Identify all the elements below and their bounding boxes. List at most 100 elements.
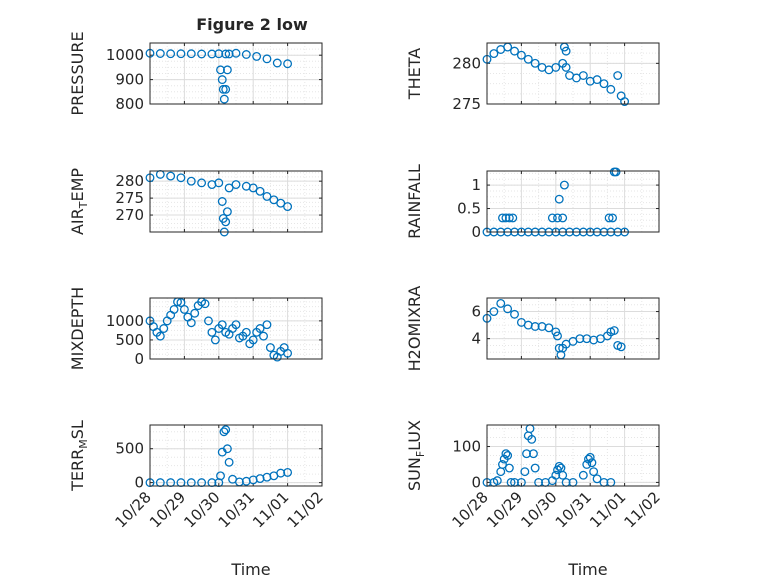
y-tick-label: 4: [471, 330, 481, 348]
data-point: [528, 449, 538, 459]
data-point: [204, 316, 213, 326]
data-point: [221, 425, 231, 435]
axes-frame: [149, 424, 323, 487]
data-point: [589, 467, 599, 477]
y-tick-label: 0: [471, 223, 481, 241]
data-point: [561, 46, 571, 56]
data-point: [259, 331, 268, 341]
data-point: [575, 334, 585, 344]
data-point: [155, 49, 165, 58]
data-point: [561, 62, 571, 72]
data-point: [516, 50, 526, 60]
data-point: [501, 449, 511, 459]
data-point: [558, 470, 568, 480]
data-point: [592, 75, 602, 85]
y-tick-label: 275: [452, 95, 481, 113]
data-point: [262, 191, 272, 201]
axes-frame: [486, 170, 660, 233]
data-point: [283, 59, 293, 69]
data-point: [217, 197, 227, 206]
data-point: [551, 470, 561, 480]
data-point: [224, 183, 234, 193]
data-point: [214, 49, 224, 59]
data-point: [176, 49, 186, 59]
subplot-6: 4 6 H2OMIXRA: [405, 286, 660, 372]
axes-frame: [486, 42, 660, 105]
y-axis-label: MIXDEPTH: [68, 287, 87, 370]
data-point: [527, 434, 537, 444]
data-point: [169, 304, 179, 314]
data-point: [214, 178, 224, 188]
data-point: [606, 84, 616, 94]
data-point: [248, 335, 258, 345]
data-point: [197, 49, 207, 59]
data-point: [155, 331, 165, 341]
data-point: [559, 180, 569, 190]
data-point: [219, 427, 229, 437]
data-point: [241, 50, 251, 59]
data-point: [609, 326, 619, 335]
data-point: [558, 213, 568, 223]
data-point: [222, 65, 232, 75]
axes-frame: [486, 424, 660, 487]
data-point: [616, 342, 626, 352]
data-point: [551, 327, 561, 337]
figure-title: Figure 2 low: [196, 15, 308, 34]
data-point: [197, 178, 207, 188]
data-point: [252, 51, 262, 61]
data-point: [231, 320, 241, 330]
data-point: [620, 97, 630, 107]
y-axis-label: H2OMIXRA: [405, 286, 424, 372]
axes-frame: [149, 170, 323, 233]
data-point: [231, 180, 241, 190]
data-point: [218, 84, 228, 94]
data-point: [592, 474, 602, 484]
data-point: [604, 213, 614, 223]
data-point: [219, 94, 229, 104]
data-point: [221, 217, 231, 227]
data-point: [200, 299, 210, 309]
data-point: [216, 471, 225, 481]
y-axis-label: THETA: [405, 48, 424, 100]
data-point: [498, 213, 507, 223]
data-point: [551, 62, 561, 72]
data-point: [547, 213, 557, 223]
data-point: [510, 309, 519, 319]
y-tick-label: 280: [452, 54, 481, 72]
data-point: [210, 335, 220, 345]
data-point: [186, 176, 196, 186]
data-point: [608, 213, 618, 223]
subplot-2: 275 280 THETA: [405, 42, 660, 113]
data-point: [503, 304, 513, 314]
data-point: [221, 49, 231, 59]
y-tick-label: 6: [471, 303, 481, 321]
data-point: [530, 322, 540, 331]
y-tick-label: 0.5: [457, 200, 481, 218]
data-point: [283, 348, 293, 358]
data-point: [255, 324, 265, 333]
y-tick-label: 1000: [106, 312, 144, 330]
data-point: [224, 457, 234, 467]
data-point: [262, 54, 272, 64]
axes-frame: [149, 42, 323, 105]
data-point: [207, 327, 217, 337]
data-point: [489, 307, 499, 317]
y-tick-label: 270: [115, 206, 144, 224]
y-tick-label: 275: [115, 189, 144, 207]
y-axis-label: SUNFLUX: [405, 420, 427, 491]
subplot-1: 800 900 1000 PRESSURE: [68, 31, 323, 116]
data-point: [510, 46, 519, 56]
data-point: [530, 463, 540, 473]
data-point: [613, 71, 623, 80]
data-point: [520, 467, 530, 477]
data-point: [272, 58, 282, 68]
data-point: [179, 304, 189, 314]
data-point: [504, 213, 514, 223]
data-point: [283, 202, 293, 212]
data-point: [582, 460, 592, 469]
data-point: [489, 49, 499, 59]
data-point: [578, 470, 588, 480]
data-point: [241, 327, 251, 337]
data-point: [276, 198, 286, 208]
